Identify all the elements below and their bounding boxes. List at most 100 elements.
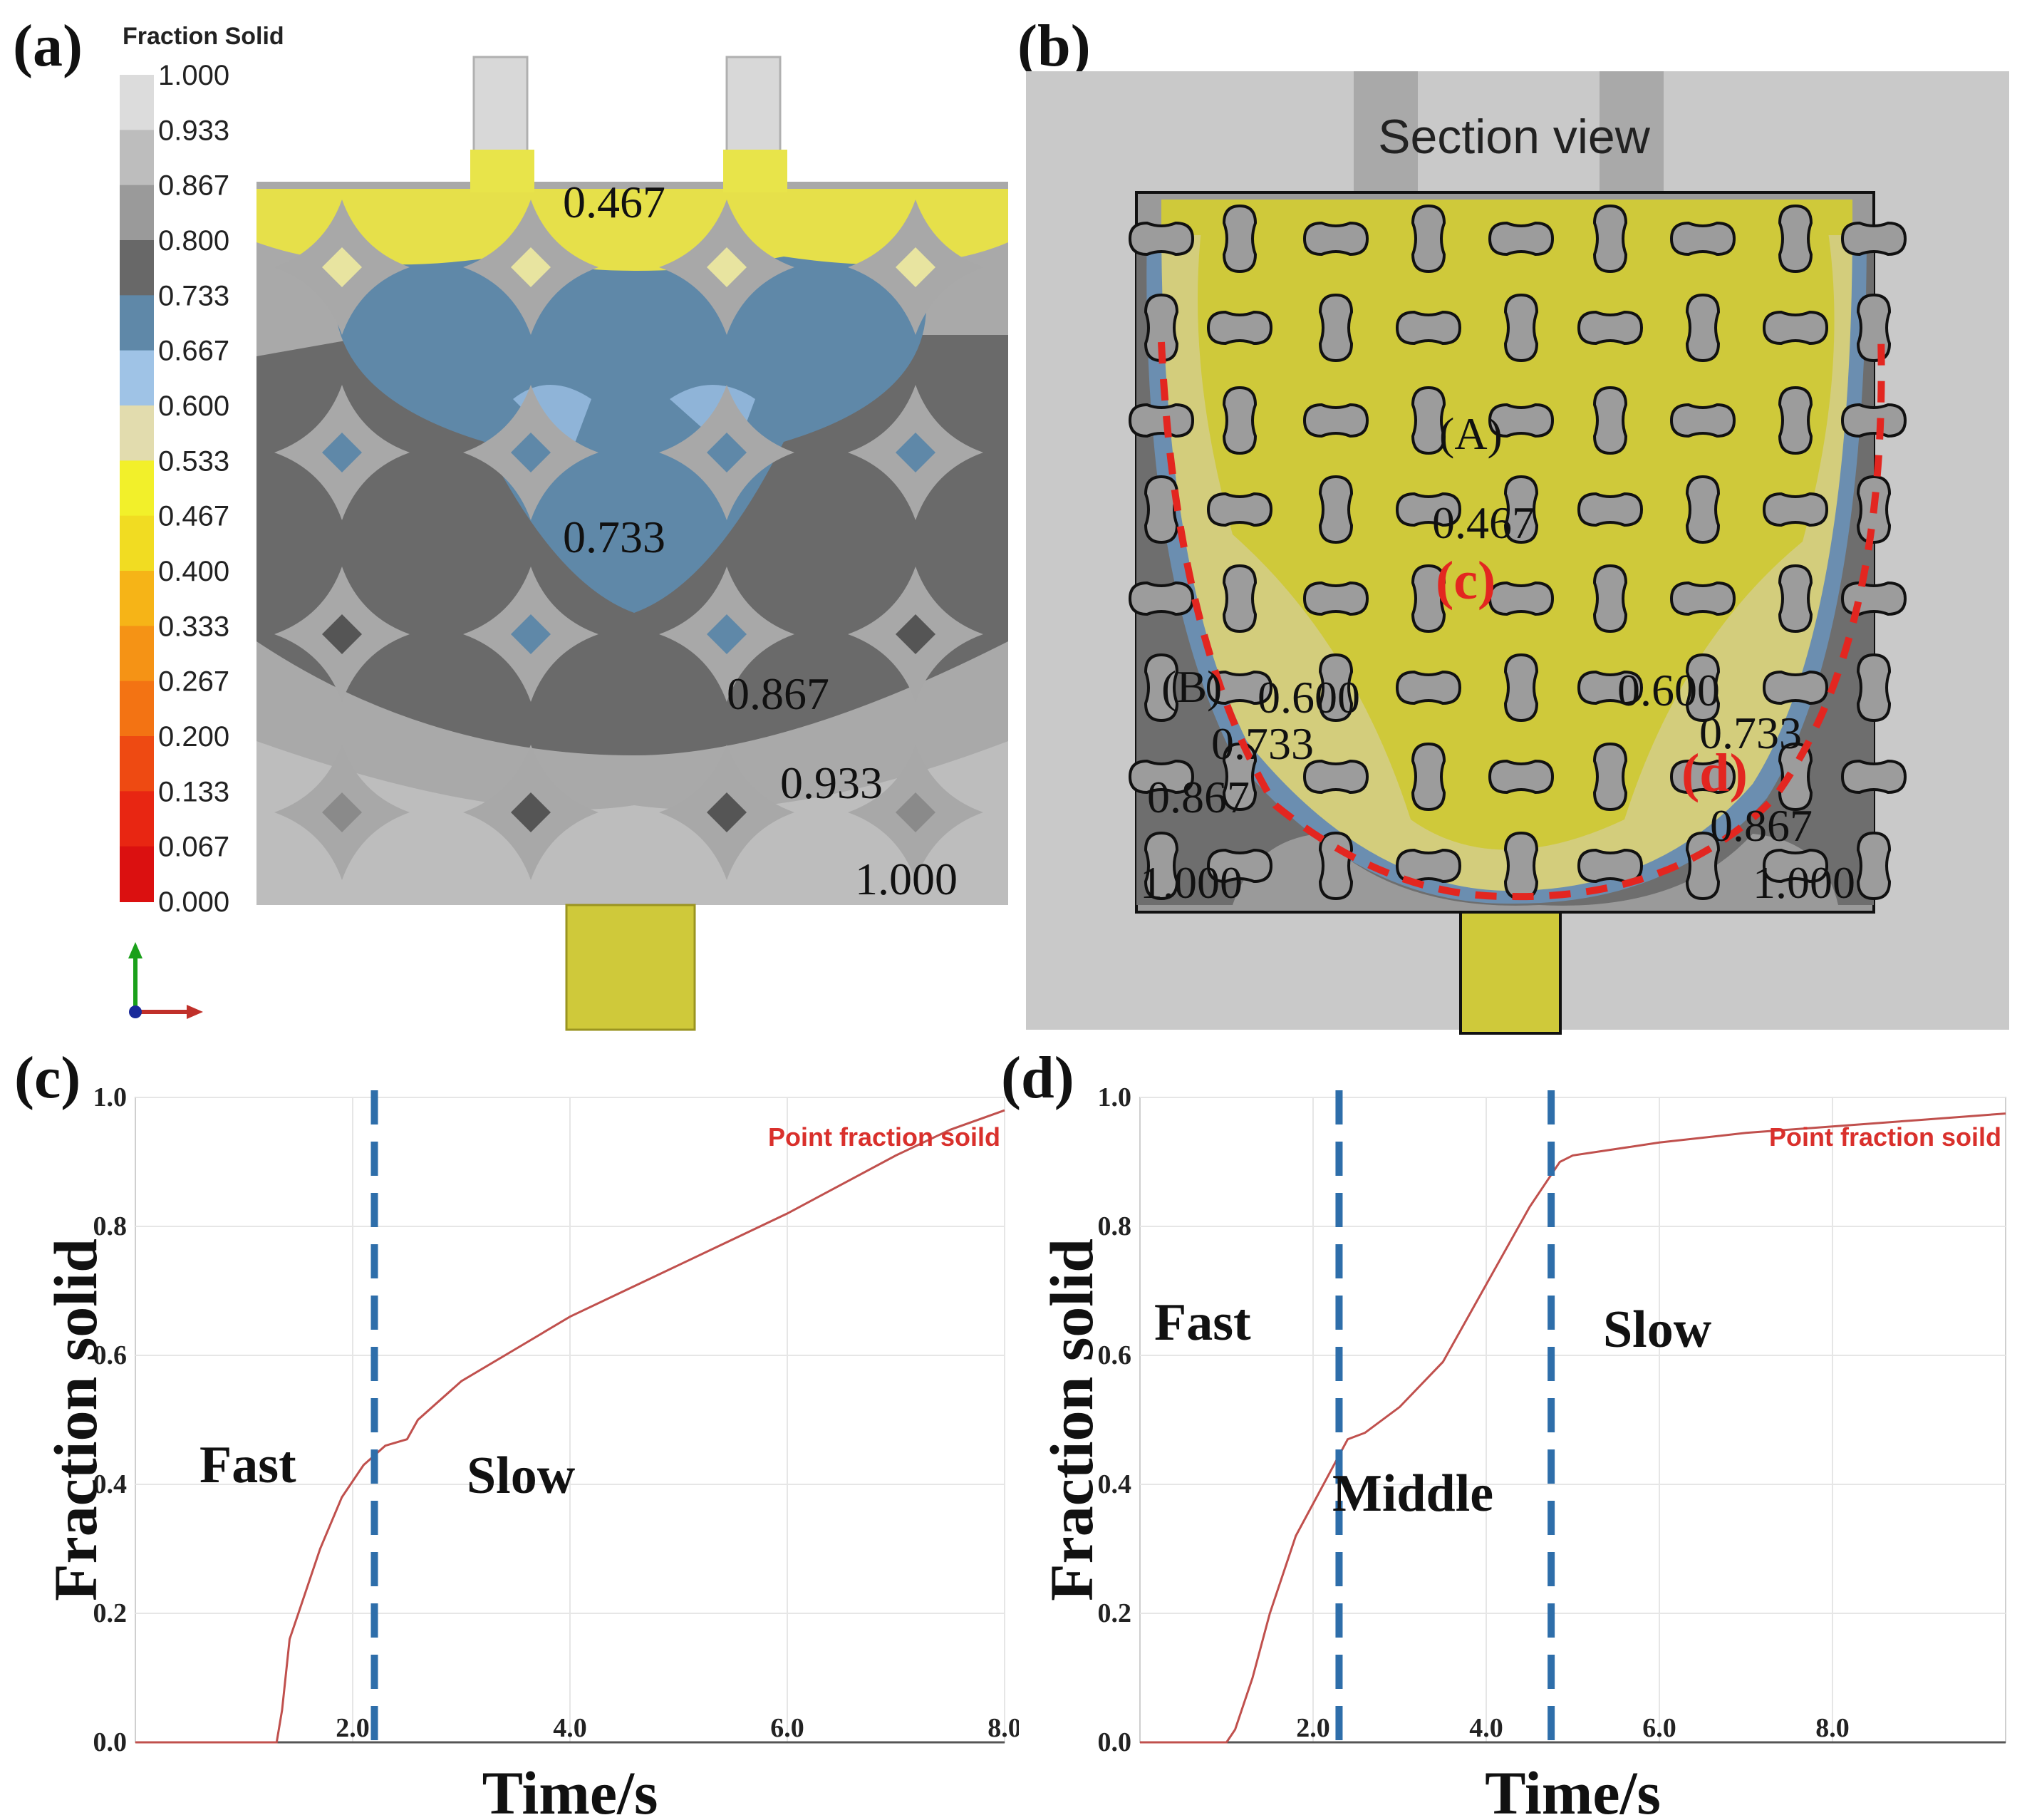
region-label: Middle: [1332, 1464, 1493, 1523]
lattice-hole: [1503, 475, 1539, 544]
lattice-hole: [1318, 831, 1354, 901]
lattice-hole: [1592, 386, 1628, 455]
lattice-hole: [1395, 310, 1462, 346]
lattice-hole: [1222, 742, 1258, 812]
x-tick-label: 8.0: [1815, 1713, 1850, 1743]
contour-left-0867: 0.867: [1147, 772, 1250, 822]
lattice-hole: [1778, 742, 1813, 812]
series-label: Point fraction soild: [768, 1122, 1000, 1152]
lattice-hole: [1411, 204, 1446, 274]
x-tick-label: 6.0: [770, 1713, 804, 1743]
legend-swatch: [120, 405, 154, 462]
contour-label-0933: 0.933: [780, 758, 883, 808]
legend-swatch: [120, 350, 154, 406]
legend-swatch: [120, 130, 154, 186]
legend-value: 0.800: [158, 225, 229, 257]
dashed-boundary: [1158, 334, 1885, 901]
lattice-hole: [1206, 492, 1273, 527]
lattice-hole: [1669, 221, 1736, 257]
lattice-hole: [1488, 759, 1555, 795]
y-tick-label: 1.0: [93, 1082, 128, 1112]
legend-swatch: [120, 626, 154, 682]
legend-value: 0.333: [158, 611, 229, 642]
x-axis-label: Time/s: [482, 1759, 658, 1817]
panel-b-label: (b): [1017, 13, 1091, 79]
y-tick-label: 0.0: [1098, 1727, 1132, 1757]
legend-swatch: [120, 460, 154, 517]
contour-center: 0.467: [1432, 497, 1535, 548]
lattice-hole: [1318, 653, 1354, 723]
lattice-hole: [1762, 310, 1829, 346]
series-line: [135, 1109, 1005, 1744]
contour-right-0867: 0.867: [1710, 800, 1813, 851]
lattice-hole: [1128, 221, 1195, 257]
legend-title: Fraction Solid: [123, 23, 284, 50]
legend-value: 0.933: [158, 115, 229, 146]
lattice-hole: [1856, 831, 1892, 901]
x-tick-label: 4.0: [1469, 1713, 1503, 1743]
contour-right-0600: 0.600: [1617, 665, 1720, 715]
lattice-hole: [1577, 670, 1644, 705]
panel-c-label: (c): [14, 1045, 81, 1111]
legend-value: 0.400: [158, 556, 229, 587]
lattice-hole: [1302, 759, 1369, 795]
lattice-hole: [1488, 581, 1555, 616]
lattice-hole: [1762, 848, 1829, 884]
lattice-hole: [1778, 564, 1813, 634]
lattice-hole: [1577, 848, 1644, 884]
lattice-hole: [1206, 310, 1273, 346]
chart-d: (d) 0.0 0.2 0.4 0.6 0.8 1.0 2.0 4.0 6.0 8.0 Point …: [1001, 1045, 2006, 1817]
x-tick-label: 8.0: [987, 1713, 1019, 1743]
lattice-hole: [1592, 564, 1628, 634]
panel-b: (b) Section view (A) 0.467 (c) (B) 0.600…: [1017, 13, 2009, 1035]
contour-right-0733: 0.733: [1699, 708, 1802, 758]
x-tick-label: 6.0: [1642, 1713, 1676, 1743]
point-d-label: (d): [1681, 743, 1748, 803]
lattice-hole: [1669, 403, 1736, 438]
legend-value: 0.133: [158, 776, 229, 807]
y-tick-label: 0.8: [1098, 1211, 1132, 1241]
x-tick-label: 2.0: [1296, 1713, 1330, 1743]
legend-value: 0.067: [158, 832, 229, 863]
series-line: [1140, 1112, 2006, 1744]
legend-swatch: [120, 185, 154, 241]
series-label: Point fraction soild: [1769, 1122, 2001, 1152]
lattice-hole: [1144, 653, 1179, 723]
lattice-hole: [1411, 386, 1446, 455]
y-axis-label: Fraction solid: [1037, 1239, 1106, 1601]
section-view-title: Section view: [1378, 110, 1651, 164]
lattice-hole: [1592, 204, 1628, 274]
lattice-hole: [1685, 293, 1721, 363]
x-tick-label: 4.0: [553, 1713, 587, 1743]
y-axis-label: Fraction solid: [41, 1239, 110, 1601]
contour-label-0733: 0.733: [563, 512, 665, 562]
y-tick-label: 0.2: [93, 1598, 128, 1628]
lattice-hole: [1762, 670, 1829, 705]
lattice-hole: [1222, 564, 1258, 634]
lattice-hole: [1685, 653, 1721, 723]
lattice-hole: [1488, 221, 1555, 257]
lattice-hole: [1128, 403, 1195, 438]
legend-value: 1.000: [158, 60, 229, 91]
y-tick-label: 0.4: [93, 1469, 128, 1499]
lattice-hole: [1669, 581, 1736, 616]
lattice-hole: [1395, 670, 1462, 705]
legend-swatch: [120, 681, 154, 737]
lattice-hole: [1685, 475, 1721, 544]
legend-swatch: [120, 515, 154, 572]
contour-label-1000: 1.000: [855, 854, 958, 904]
y-tick-label: 1.0: [1098, 1082, 1132, 1112]
lattice-hole: [1144, 475, 1179, 544]
legend-value: 0.467: [158, 501, 229, 532]
x-axis-label: Time/s: [1485, 1759, 1661, 1817]
lattice-hole: [1840, 403, 1907, 438]
legend-value: 0.867: [158, 170, 229, 202]
legend-swatch: [120, 736, 154, 792]
casting-model: [256, 56, 1008, 1031]
lattice-hole: [1302, 581, 1369, 616]
lattice-hole: [1778, 386, 1813, 455]
legend-swatch: [120, 571, 154, 627]
legend-swatch: [120, 295, 154, 351]
lattice-hole: [1778, 204, 1813, 274]
legend-value: 0.667: [158, 336, 229, 367]
